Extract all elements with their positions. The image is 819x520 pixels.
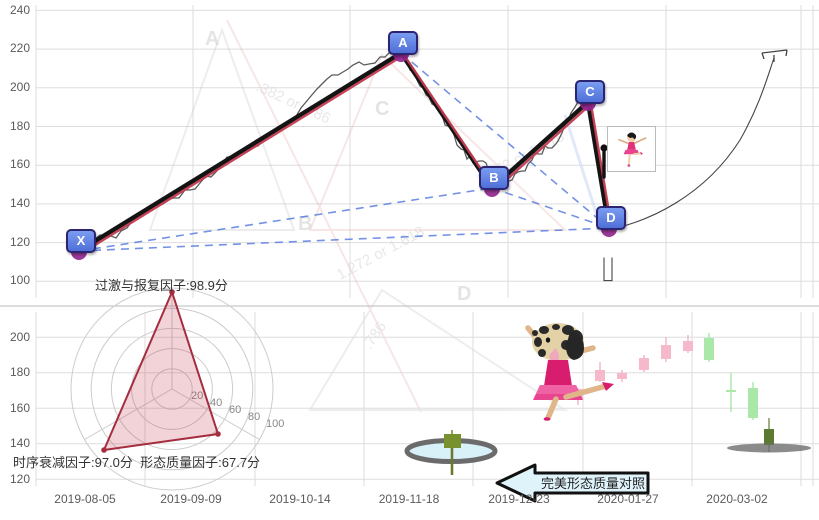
svg-text:完美形态质量对照: 完美形态质量对照	[541, 476, 645, 491]
svg-text:40: 40	[210, 397, 222, 409]
svg-text:100: 100	[266, 418, 284, 430]
svg-text:C: C	[375, 98, 389, 120]
svg-text:60: 60	[229, 404, 241, 416]
svg-text:D: D	[457, 283, 471, 305]
svg-text:A: A	[205, 28, 219, 50]
svg-text:80: 80	[248, 411, 260, 423]
